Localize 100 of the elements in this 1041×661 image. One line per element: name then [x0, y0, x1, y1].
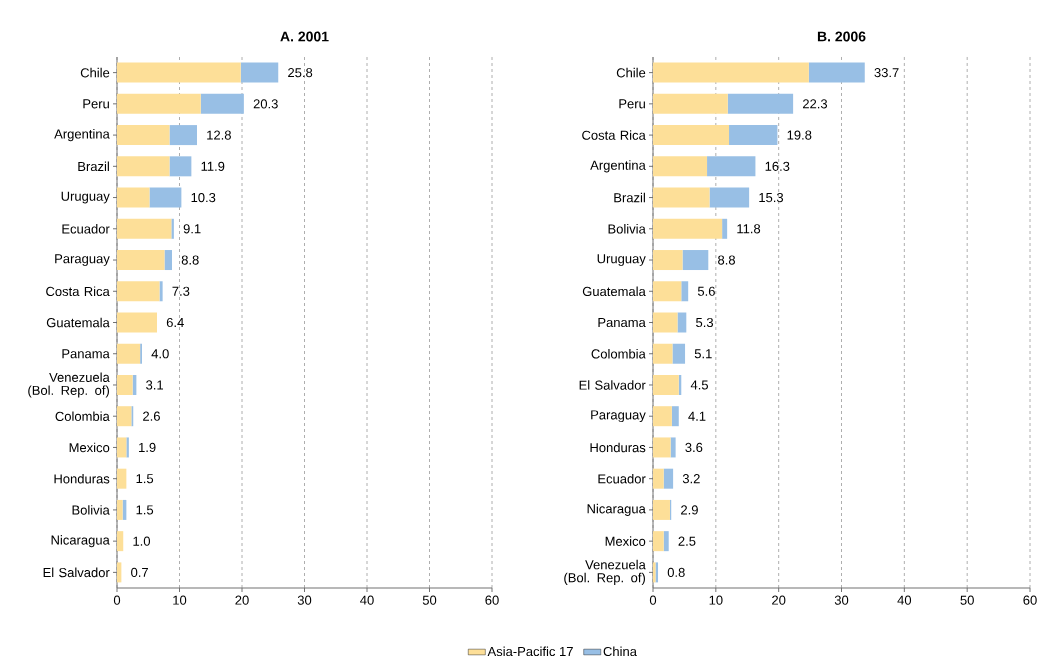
bar: [653, 62, 809, 83]
total-label: 2.9: [681, 505, 698, 515]
bar: [653, 156, 708, 177]
bar: [117, 499, 123, 520]
bar: [653, 312, 678, 333]
y-tick-label: Peru: [83, 99, 109, 109]
bar: [159, 281, 163, 302]
bar: [117, 62, 241, 83]
y-tick-label: Chile: [80, 67, 110, 78]
bar: [672, 343, 686, 364]
bar: [117, 218, 172, 239]
bar: [240, 62, 279, 83]
total-label: 8.8: [181, 255, 199, 265]
bar: [653, 468, 664, 489]
y-tick-label: Venezuela (Bol. Rep. of): [28, 372, 110, 398]
total-label: 5.1: [694, 349, 712, 359]
x-tick-label: 30: [297, 595, 312, 605]
x-tick-label: 0: [113, 595, 121, 605]
legend-label: China: [603, 646, 637, 657]
x-tick-label: 20: [772, 595, 786, 605]
y-tick-label: Guatemala: [582, 286, 646, 297]
total-label: 10.3: [191, 192, 216, 203]
bar: [653, 187, 710, 208]
total-label: 11.8: [737, 224, 761, 234]
total-label: 33.7: [874, 68, 899, 78]
total-label: 12.8: [207, 130, 231, 140]
y-tick-label: Ecuador: [598, 473, 646, 484]
total-label: 16.3: [765, 161, 790, 171]
x-tick-label: 20: [235, 595, 249, 605]
y-tick-label: El Salvador: [43, 567, 110, 578]
x-tick-label: 30: [834, 595, 849, 605]
x-tick-label: 10: [173, 595, 187, 605]
bar: [653, 531, 664, 552]
bar: [171, 218, 174, 239]
y-tick-label: Mexico: [605, 536, 646, 546]
total-label: 1.5: [136, 505, 154, 515]
y-tick-label: Bolivia: [72, 505, 110, 515]
total-label: 4.5: [690, 380, 709, 390]
bar: [117, 406, 132, 427]
total-label: 3.6: [685, 442, 703, 453]
total-label: 8.8: [718, 255, 736, 265]
y-tick-label: Brazil: [614, 192, 645, 203]
x-tick-label: 60: [485, 595, 499, 605]
total-label: 0.8: [667, 567, 685, 577]
bar: [709, 187, 750, 208]
bar: [707, 156, 756, 177]
y-tick-label: Honduras: [590, 442, 646, 453]
y-tick-label: Nicaragua: [51, 535, 110, 548]
total-label: 6.4: [166, 317, 184, 328]
y-tick-label: Brazil: [78, 161, 109, 172]
total-label: 7.3: [172, 286, 190, 296]
bar: [117, 93, 201, 114]
total-label: 5.3: [696, 317, 714, 328]
x-tick-label: 40: [360, 595, 374, 605]
x-tick-label: 40: [897, 595, 912, 605]
y-tick-label: Costa Rica: [46, 286, 110, 297]
y-tick-label: Panama: [598, 317, 646, 328]
x-tick-label: 50: [422, 595, 437, 605]
chart-title: A. 2001: [280, 31, 329, 42]
bar: [671, 406, 679, 427]
bar: [653, 406, 672, 427]
bar: [117, 156, 170, 177]
bar: [653, 281, 682, 302]
total-label: 2.6: [143, 411, 160, 421]
total-label: 25.8: [288, 68, 313, 78]
total-label: 3.2: [682, 474, 700, 484]
y-tick-label: Uruguay: [61, 191, 110, 204]
bar: [117, 531, 124, 552]
bar: [117, 250, 165, 271]
y-tick-label: Paraguay: [591, 410, 646, 423]
y-tick-label: Peru: [619, 99, 645, 109]
y-tick-label: Chile: [616, 67, 646, 78]
bar: [653, 125, 730, 146]
bar: [117, 125, 170, 146]
total-label: 2.5: [678, 536, 696, 546]
y-tick-label: Honduras: [54, 473, 110, 484]
bar: [727, 93, 794, 114]
y-tick-label: Colombia: [591, 348, 646, 359]
total-label: 11.9: [201, 161, 225, 171]
total-label: 1.0: [133, 536, 151, 546]
bar: [653, 250, 683, 271]
bar: [681, 281, 689, 302]
y-tick-label: Argentina: [54, 129, 110, 142]
bar: [117, 343, 141, 364]
y-tick-label: Colombia: [55, 411, 110, 421]
total-label: 4.1: [688, 411, 706, 421]
bar: [653, 499, 670, 520]
bar: [117, 562, 122, 583]
y-tick-label: El Salvador: [579, 380, 646, 390]
bar: [117, 374, 133, 395]
y-tick-label: Mexico: [69, 442, 110, 453]
y-tick-label: Nicaragua: [587, 503, 646, 516]
bar: [117, 281, 160, 302]
x-tick-label: 10: [709, 595, 723, 605]
x-tick-label: 60: [1023, 595, 1037, 605]
total-label: 9.1: [183, 224, 201, 234]
bar: [117, 187, 150, 208]
y-tick-label: Costa Rica: [582, 130, 646, 140]
bar: [653, 218, 723, 239]
chart-title: B. 2006: [817, 31, 866, 42]
